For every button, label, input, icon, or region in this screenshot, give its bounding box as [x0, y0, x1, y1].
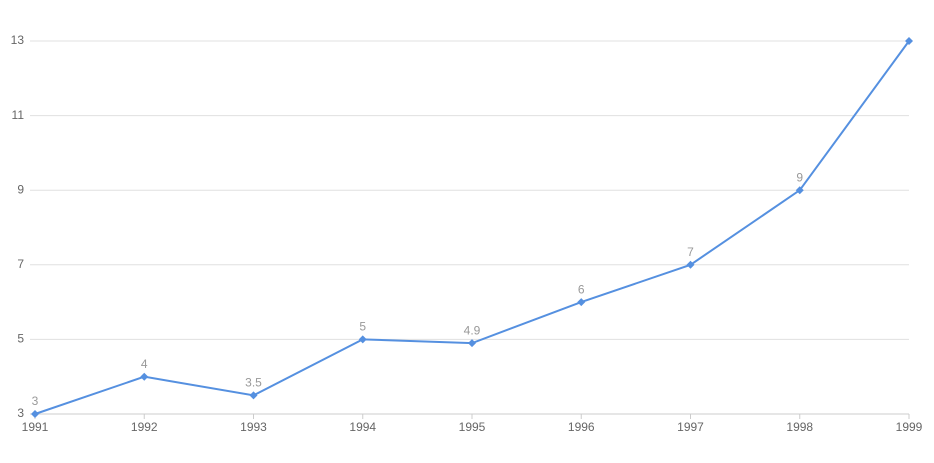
data-label: 7	[687, 245, 694, 259]
marker	[795, 186, 804, 195]
x-tick-label: 1994	[349, 420, 376, 434]
marker	[31, 410, 39, 418]
marker	[249, 391, 258, 400]
y-tick-label: 9	[17, 182, 24, 196]
marker	[358, 335, 367, 344]
data-label: 3	[32, 394, 39, 408]
marker	[577, 298, 586, 307]
x-tick-label: 1996	[568, 420, 595, 434]
x-tick-label: 1997	[677, 420, 704, 434]
series-line	[34, 40, 910, 415]
marker	[905, 37, 913, 45]
marker	[468, 339, 476, 348]
data-label: 5	[359, 320, 366, 334]
x-tick-label: 1993	[240, 420, 267, 434]
data-label: 3.5	[245, 376, 262, 390]
x-tick-label: 1991	[22, 420, 49, 434]
y-tick-label: 11	[12, 108, 25, 122]
data-label: 4	[141, 357, 148, 371]
y-tick-label: 5	[17, 332, 24, 346]
y-tick-label: 13	[11, 33, 25, 47]
x-tick-label: 1999	[896, 420, 923, 434]
y-tick-label: 3	[17, 406, 24, 420]
x-tick-label: 1995	[459, 420, 486, 434]
marker	[686, 260, 695, 269]
x-tick-label: 1992	[131, 420, 158, 434]
data-label: 9	[796, 170, 803, 184]
x-tick-label: 1998	[786, 420, 813, 434]
data-label: 6	[578, 282, 585, 296]
y-tick-label: 7	[17, 257, 24, 271]
marker	[140, 372, 149, 381]
data-label: 4.9	[464, 323, 481, 337]
